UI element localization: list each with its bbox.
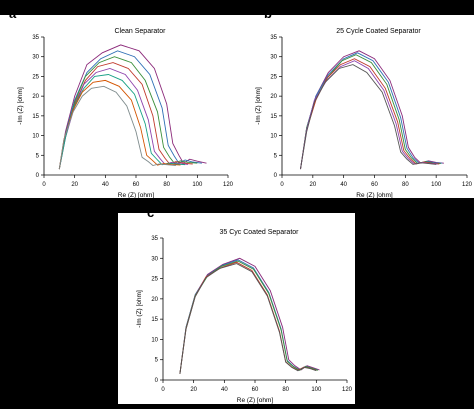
x-tick-label: 100 — [192, 182, 203, 188]
y-tick-label: 10 — [32, 134, 39, 140]
series-line-1 — [179, 257, 320, 374]
chart-35-cyc-coated-separator: 0 20 40 60 80 100 120 0 5 10 15 20 25 30 35 Re (Z) [ohm… — [136, 229, 353, 404]
y-tick-label: 35 — [270, 35, 277, 41]
y-tick-label: 10 — [151, 337, 158, 343]
y-tick-label: 5 — [155, 358, 159, 364]
series-line-2 — [300, 52, 443, 170]
series-line-2 — [58, 50, 202, 170]
chart-title: Clean Separator — [115, 28, 167, 35]
panel-c: 0 20 40 60 80 100 120 0 5 10 15 20 25 30 35 Re (Z) [ohm… — [118, 213, 355, 404]
y-tick-label: 0 — [36, 173, 40, 179]
y-tick-label: 25 — [270, 74, 277, 80]
chart-clean-separator: 0 20 40 60 80 100 120 0 5 10 15 20 25 30 35 Re (Z) [ohm… — [17, 28, 234, 199]
x-tick-label: 80 — [163, 182, 170, 188]
y-axis-label: -Im (Z) [ohm] — [17, 87, 24, 125]
x-tick-label: 0 — [42, 182, 46, 188]
x-tick-label: 40 — [221, 387, 228, 393]
y-tick-label: 5 — [274, 153, 278, 159]
x-tick-label: 120 — [342, 387, 353, 393]
y-tick-label: 30 — [32, 55, 39, 61]
y-tick-label: 30 — [270, 55, 277, 61]
y-tick-label: 25 — [32, 74, 39, 80]
panel-label-a: a — [9, 6, 17, 21]
x-tick-label: 60 — [371, 182, 378, 188]
y-axis-label: -Im (Z) [ohm] — [255, 87, 262, 125]
x-axis-label: Re (Z) [ohm] — [118, 192, 155, 198]
y-tick-label: 30 — [151, 256, 158, 262]
series-line-1 — [58, 44, 207, 170]
y-tick-label: 15 — [270, 114, 277, 120]
x-tick-label: 20 — [190, 387, 197, 393]
y-tick-label: 20 — [270, 94, 277, 100]
y-tick-label: 20 — [151, 297, 158, 303]
x-tick-label: 40 — [340, 182, 347, 188]
panel-a: 0 20 40 60 80 100 120 0 5 10 15 20 25 30 35 Re (Z) [ohm… — [0, 15, 237, 199]
panel-label-b: b — [264, 6, 272, 21]
y-tick-label: 5 — [36, 153, 40, 159]
y-tick-label: 20 — [32, 94, 39, 100]
y-axis-label: -Im (Z) [ohm] — [136, 290, 143, 328]
x-axis-label: Re (Z) [ohm] — [356, 192, 393, 198]
series-line-4 — [179, 261, 317, 374]
x-tick-label: 0 — [280, 182, 284, 188]
y-tick-label: 10 — [270, 134, 277, 140]
y-tick-label: 35 — [151, 236, 158, 242]
x-tick-label: 120 — [462, 182, 473, 188]
y-tick-label: 25 — [151, 277, 158, 283]
y-tick-label: 35 — [32, 35, 39, 41]
x-tick-label: 0 — [161, 387, 165, 393]
series-line-3 — [58, 56, 198, 170]
y-tick-label: 15 — [32, 114, 39, 120]
panel-label-c: c — [147, 205, 155, 220]
series-line-6 — [58, 74, 186, 170]
chart-25-cycle-coated-separator: 0 20 40 60 80 100 120 0 5 10 15 20 25 30 35 Re (Z) [ohm… — [255, 28, 473, 199]
y-tick-label: 0 — [274, 173, 278, 179]
series-line-4 — [300, 58, 440, 170]
x-tick-label: 100 — [311, 387, 322, 393]
x-tick-label: 120 — [223, 182, 234, 188]
x-tick-label: 20 — [309, 182, 316, 188]
x-tick-label: 60 — [252, 387, 259, 393]
x-tick-label: 60 — [133, 182, 140, 188]
x-tick-label: 80 — [282, 387, 289, 393]
series-line-6 — [300, 64, 437, 170]
x-tick-label: 80 — [402, 182, 409, 188]
chart-title: 35 Cyc Coated Separator — [220, 229, 300, 236]
series-line-3 — [179, 260, 319, 374]
y-tick-label: 0 — [155, 378, 159, 384]
x-axis-label: Re (Z) [ohm] — [237, 397, 274, 404]
x-tick-label: 100 — [431, 182, 442, 188]
panel-b: 0 20 40 60 80 100 120 0 5 10 15 20 25 30 35 Re (Z) [ohm… — [237, 15, 474, 199]
series-line-5 — [179, 263, 317, 374]
y-tick-label: 15 — [151, 317, 158, 323]
series-line-1 — [300, 50, 444, 170]
x-tick-label: 40 — [102, 182, 109, 188]
series-line-5 — [300, 60, 438, 170]
series-line-2 — [179, 259, 319, 374]
series-line-8 — [58, 85, 176, 170]
chart-title: 25 Cycle Coated Separator — [336, 28, 421, 35]
x-tick-label: 20 — [71, 182, 78, 188]
